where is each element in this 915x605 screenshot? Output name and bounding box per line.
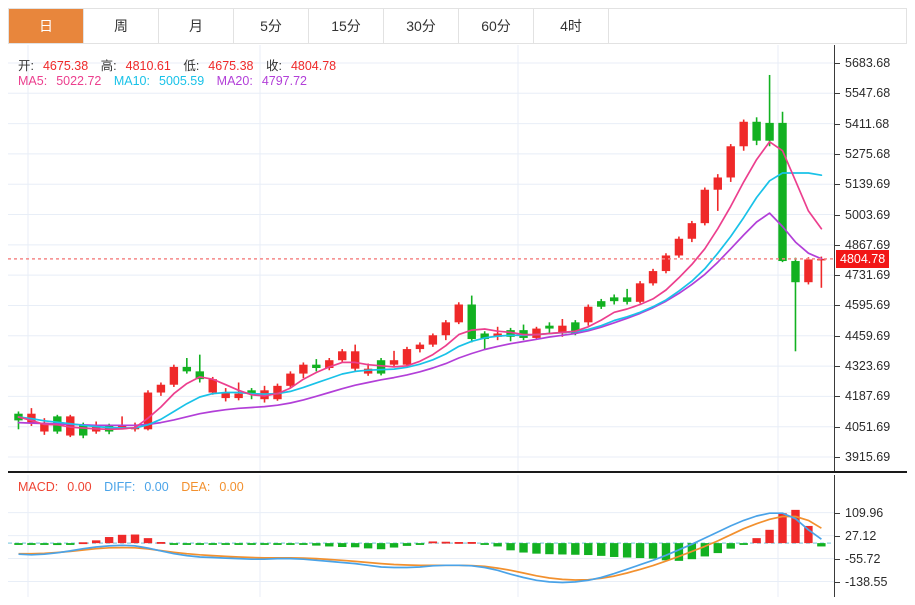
price-plot-area[interactable] — [8, 45, 835, 471]
price-axis-tick — [835, 335, 840, 337]
price-axis-tick — [835, 93, 840, 95]
price-axis-label: 4867.69 — [845, 237, 891, 252]
high-label: 高: — [100, 59, 117, 73]
macd-legend: MACD: 0.00 DIFF: 0.00 DEA: 0.00 — [18, 480, 253, 494]
price-axis: 5683.68 5547.68 5411.68 5275.68 5139.69 5003.… — [835, 45, 907, 471]
price-axis-tick — [835, 275, 840, 277]
macd-axis: 109.96 27.12 -55.72 -138.55 — [835, 475, 907, 597]
macd-axis-label: -138.55 — [845, 574, 888, 589]
ma10-label: MA10: — [113, 74, 150, 88]
ma-legend: MA5: 5022.72 MA10: 5005.59 MA20: 4797.72 — [18, 74, 316, 88]
macd-axis-tick — [835, 535, 840, 537]
macd-label: MACD: — [18, 480, 59, 494]
low-value: 4675.38 — [208, 59, 254, 73]
ma10-value: 5005.59 — [159, 74, 205, 88]
macd-axis-tick — [835, 558, 840, 560]
price-axis-tick — [835, 184, 840, 186]
ma5-value: 5022.72 — [56, 74, 102, 88]
macd-svg — [8, 475, 834, 597]
diff-label: DIFF: — [104, 480, 136, 494]
tab-0[interactable]: 日 — [9, 9, 84, 43]
ohlc-legend: 开: 4675.38 高: 4810.61 低: 4675.38 收: 4804.78 — [18, 55, 345, 74]
open-value: 4675.38 — [42, 59, 89, 73]
low-label: 低: — [183, 59, 200, 73]
price-axis-label: 4595.69 — [845, 298, 891, 313]
price-axis-label: 4187.69 — [845, 389, 891, 404]
price-axis-label: 4323.69 — [845, 359, 891, 374]
macd-axis-tick — [835, 512, 840, 514]
price-axis-label: 4731.69 — [845, 268, 891, 283]
price-axis-tick — [835, 123, 840, 125]
price-axis-tick — [835, 426, 840, 428]
tab-3[interactable]: 5分 — [234, 9, 309, 43]
high-value: 4810.61 — [125, 59, 171, 73]
price-axis-label: 5139.69 — [845, 177, 891, 192]
tab-2[interactable]: 月 — [159, 9, 234, 43]
macd-axis-label: -55.72 — [845, 551, 881, 566]
macd-pane: 109.96 27.12 -55.72 -138.55 MACD: 0.00 DIFF:… — [8, 475, 907, 597]
price-axis-tick — [835, 305, 840, 307]
tab-4[interactable]: 15分 — [309, 9, 384, 43]
price-axis-label: 5411.68 — [845, 116, 890, 131]
price-axis-label: 5547.68 — [845, 86, 891, 101]
tab-5[interactable]: 30分 — [384, 9, 459, 43]
price-axis-label: 5683.68 — [845, 56, 891, 70]
price-axis-tick — [835, 153, 840, 155]
tab-1[interactable]: 周 — [84, 9, 159, 43]
dea-label: DEA: — [181, 480, 211, 494]
ma20-label: MA20: — [216, 74, 253, 88]
macd-value: 0.00 — [67, 480, 92, 494]
macd-axis-tick — [835, 581, 840, 583]
tabbar-spacer — [609, 9, 906, 43]
chart-container: 5683.68 5547.68 5411.68 5275.68 5139.69 5003.… — [8, 45, 907, 597]
diff-value: 0.00 — [144, 480, 169, 494]
price-axis-tick — [835, 63, 840, 64]
macd-plot-area[interactable] — [8, 475, 835, 597]
tab-6[interactable]: 60分 — [459, 9, 534, 43]
close-value: 4804.78 — [290, 59, 337, 73]
timeframe-tabbar: 日周月 5分 15分 30分 60分 4时 — [8, 8, 907, 44]
dea-value: 0.00 — [219, 480, 244, 494]
close-label: 收: — [265, 59, 282, 73]
price-axis-tick — [835, 457, 840, 458]
price-axis-label: 5003.69 — [845, 207, 891, 222]
ma5-label: MA5: — [18, 74, 48, 88]
price-pane: 5683.68 5547.68 5411.68 5275.68 5139.69 5003.… — [8, 45, 907, 473]
last-price-tag: 4804.78 — [836, 249, 890, 268]
price-axis-tick — [835, 214, 840, 216]
price-axis-label: 5275.68 — [845, 146, 891, 161]
price-axis-tick — [835, 366, 840, 368]
open-label: 开: — [18, 59, 34, 73]
ma20-value: 4797.72 — [261, 74, 307, 88]
price-axis-label: 4051.69 — [845, 419, 891, 434]
price-axis-tick — [835, 396, 840, 398]
macd-axis-label: 27.12 — [845, 528, 877, 543]
candlestick-svg — [8, 45, 834, 471]
price-axis-tick — [835, 244, 840, 246]
tab-7[interactable]: 4时 — [534, 9, 609, 43]
price-axis-label: 4459.69 — [845, 328, 891, 343]
price-axis-label: 3915.69 — [845, 450, 891, 464]
macd-axis-label: 109.96 — [845, 505, 884, 520]
